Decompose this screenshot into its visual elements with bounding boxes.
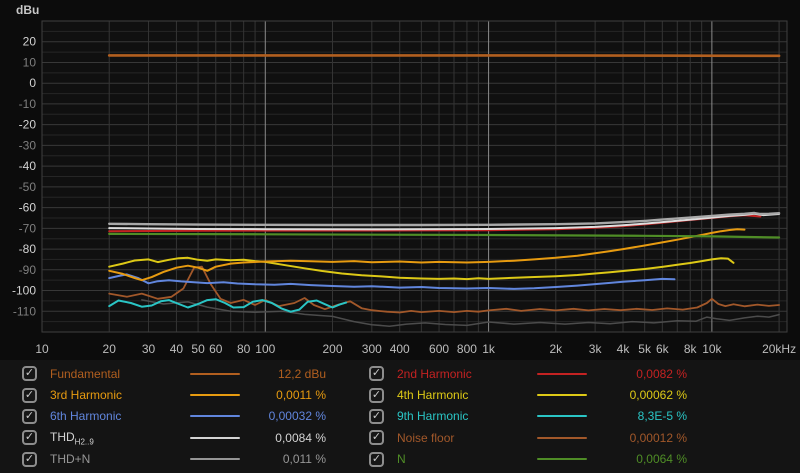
x-tick-label: 20kHz [762, 342, 796, 356]
y-tick-label: -60 [19, 201, 37, 215]
legend-item-noise_floor: ✓ Noise floor 0,00012 % [369, 427, 687, 448]
x-tick-label: 400 [390, 342, 410, 356]
legend-checkbox-h3[interactable]: ✓ [22, 388, 37, 403]
legend-label-fundamental: Fundamental [50, 367, 190, 381]
x-tick-label: 20 [103, 342, 117, 356]
legend-item-h3: ✓ 3rd Harmonic 0,0011 % [22, 384, 326, 405]
legend-item-thdn: ✓ THD+N 0,011 % [22, 449, 326, 470]
x-tick-label: 600 [429, 342, 449, 356]
legend-label-h4: 4th Harmonic [397, 388, 537, 402]
legend-label-h3: 3rd Harmonic [50, 388, 190, 402]
y-tick-label: -20 [19, 118, 37, 132]
legend-checkbox-h2[interactable]: ✓ [369, 366, 384, 381]
legend-item-h9: ✓ 9th Harmonic 8,3E-5 % [369, 406, 687, 427]
y-tick-label: 0 [29, 76, 36, 90]
legend-value-noise_floor: 0,00012 % [589, 431, 687, 445]
x-tick-label: 80 [237, 342, 251, 356]
y-tick-label: 20 [23, 35, 37, 49]
y-tick-label: -70 [19, 221, 37, 235]
y-tick-label: -80 [19, 242, 37, 256]
legend-label-thdn: THD+N [50, 452, 190, 466]
legend-swatch-thd [190, 437, 240, 439]
legend-item-h4: ✓ 4th Harmonic 0,00062 % [369, 384, 687, 405]
x-tick-label: 10 [35, 342, 49, 356]
y-tick-label: -110 [13, 304, 36, 318]
x-tick-label: 6k [656, 342, 670, 356]
legend-swatch-h9 [537, 415, 587, 417]
x-tick-label: 40 [170, 342, 184, 356]
y-tick-label: -40 [19, 159, 37, 173]
legend-label-n: N [397, 452, 537, 466]
x-tick-label: 30 [142, 342, 156, 356]
legend-checkbox-fundamental[interactable]: ✓ [22, 366, 37, 381]
legend-checkbox-noise_floor[interactable]: ✓ [369, 430, 384, 445]
y-axis-title: dBu [16, 3, 39, 17]
legend-swatch-h6 [190, 415, 240, 417]
legend-swatch-noise_floor [537, 437, 587, 439]
x-tick-label: 3k [589, 342, 603, 356]
legend-value-h3: 0,0011 % [242, 388, 326, 402]
legend-item-h6: ✓ 6th Harmonic 0,00032 % [22, 406, 326, 427]
legend-swatch-h3 [190, 394, 240, 396]
x-tick-label: 10k [702, 342, 722, 356]
legend-value-thdn: 0,011 % [242, 452, 326, 466]
x-tick-label: 60 [209, 342, 223, 356]
legend-swatch-h4 [537, 394, 587, 396]
legend-label-noise_floor: Noise floor [397, 431, 537, 445]
legend-checkbox-h9[interactable]: ✓ [369, 409, 384, 424]
y-tick-label: -100 [12, 284, 36, 298]
x-tick-label: 1k [482, 342, 496, 356]
legend-swatch-n [537, 458, 587, 460]
x-tick-label: 4k [617, 342, 631, 356]
y-tick-label: -90 [19, 263, 37, 277]
x-tick-label: 200 [322, 342, 342, 356]
x-tick-label: 8k [684, 342, 698, 356]
x-tick-label: 50 [191, 342, 205, 356]
y-tick-label: -10 [19, 97, 37, 111]
legend-item-fundamental: ✓ Fundamental 12,2 dBu [22, 363, 326, 384]
legend-checkbox-h6[interactable]: ✓ [22, 409, 37, 424]
x-tick-label: 100 [255, 342, 275, 356]
legend-checkbox-thdn[interactable]: ✓ [22, 452, 37, 467]
x-tick-label: 300 [362, 342, 382, 356]
y-tick-label: -50 [19, 180, 37, 194]
legend-value-h4: 0,00062 % [589, 388, 687, 402]
legend-checkbox-h4[interactable]: ✓ [369, 388, 384, 403]
x-tick-label: 5k [638, 342, 652, 356]
legend-checkbox-thd[interactable]: ✓ [22, 430, 37, 445]
legend-label-h2: 2nd Harmonic [397, 367, 537, 381]
x-tick-label: 800 [457, 342, 477, 356]
legend-item-n: ✓ N 0,0064 % [369, 449, 687, 470]
legend-value-h6: 0,00032 % [242, 409, 326, 423]
legend-item-thd: ✓ THDH2..9 0,0084 % [22, 427, 326, 448]
legend-label-h9: 9th Harmonic [397, 409, 537, 423]
legend-swatch-fundamental [190, 373, 240, 375]
legend-swatch-h2 [537, 373, 587, 375]
x-tick-label: 2k [549, 342, 563, 356]
legend-column-left: ✓ Fundamental 12,2 dBu ✓ 3rd Harmonic 0,0011 … [22, 363, 326, 470]
legend-checkbox-n[interactable]: ✓ [369, 452, 384, 467]
legend-label-h6: 6th Harmonic [50, 409, 190, 423]
y-tick-label: 10 [23, 55, 37, 69]
legend-value-n: 0,0064 % [589, 452, 687, 466]
legend-value-thd: 0,0084 % [242, 431, 326, 445]
thd-frequency-plot: 20100-10-20-30-40-50-60-70-80-90-100-110… [0, 0, 800, 360]
legend: ✓ Fundamental 12,2 dBu ✓ 3rd Harmonic 0,0011 … [0, 360, 800, 473]
legend-item-h2: ✓ 2nd Harmonic 0,0082 % [369, 363, 687, 384]
audio-analyzer-distortion-panel: dBu 20100-10-20-30-40-50-60-70-80-90-100… [0, 0, 800, 473]
legend-swatch-thdn [190, 458, 240, 460]
legend-value-fundamental: 12,2 dBu [242, 367, 326, 381]
legend-value-h2: 0,0082 % [589, 367, 687, 381]
legend-label-thd: THDH2..9 [50, 430, 190, 446]
legend-column-right: ✓ 2nd Harmonic 0,0082 % ✓ 4th Harmonic 0,0006… [369, 363, 687, 470]
y-tick-label: -30 [19, 138, 37, 152]
legend-value-h9: 8,3E-5 % [589, 409, 687, 423]
